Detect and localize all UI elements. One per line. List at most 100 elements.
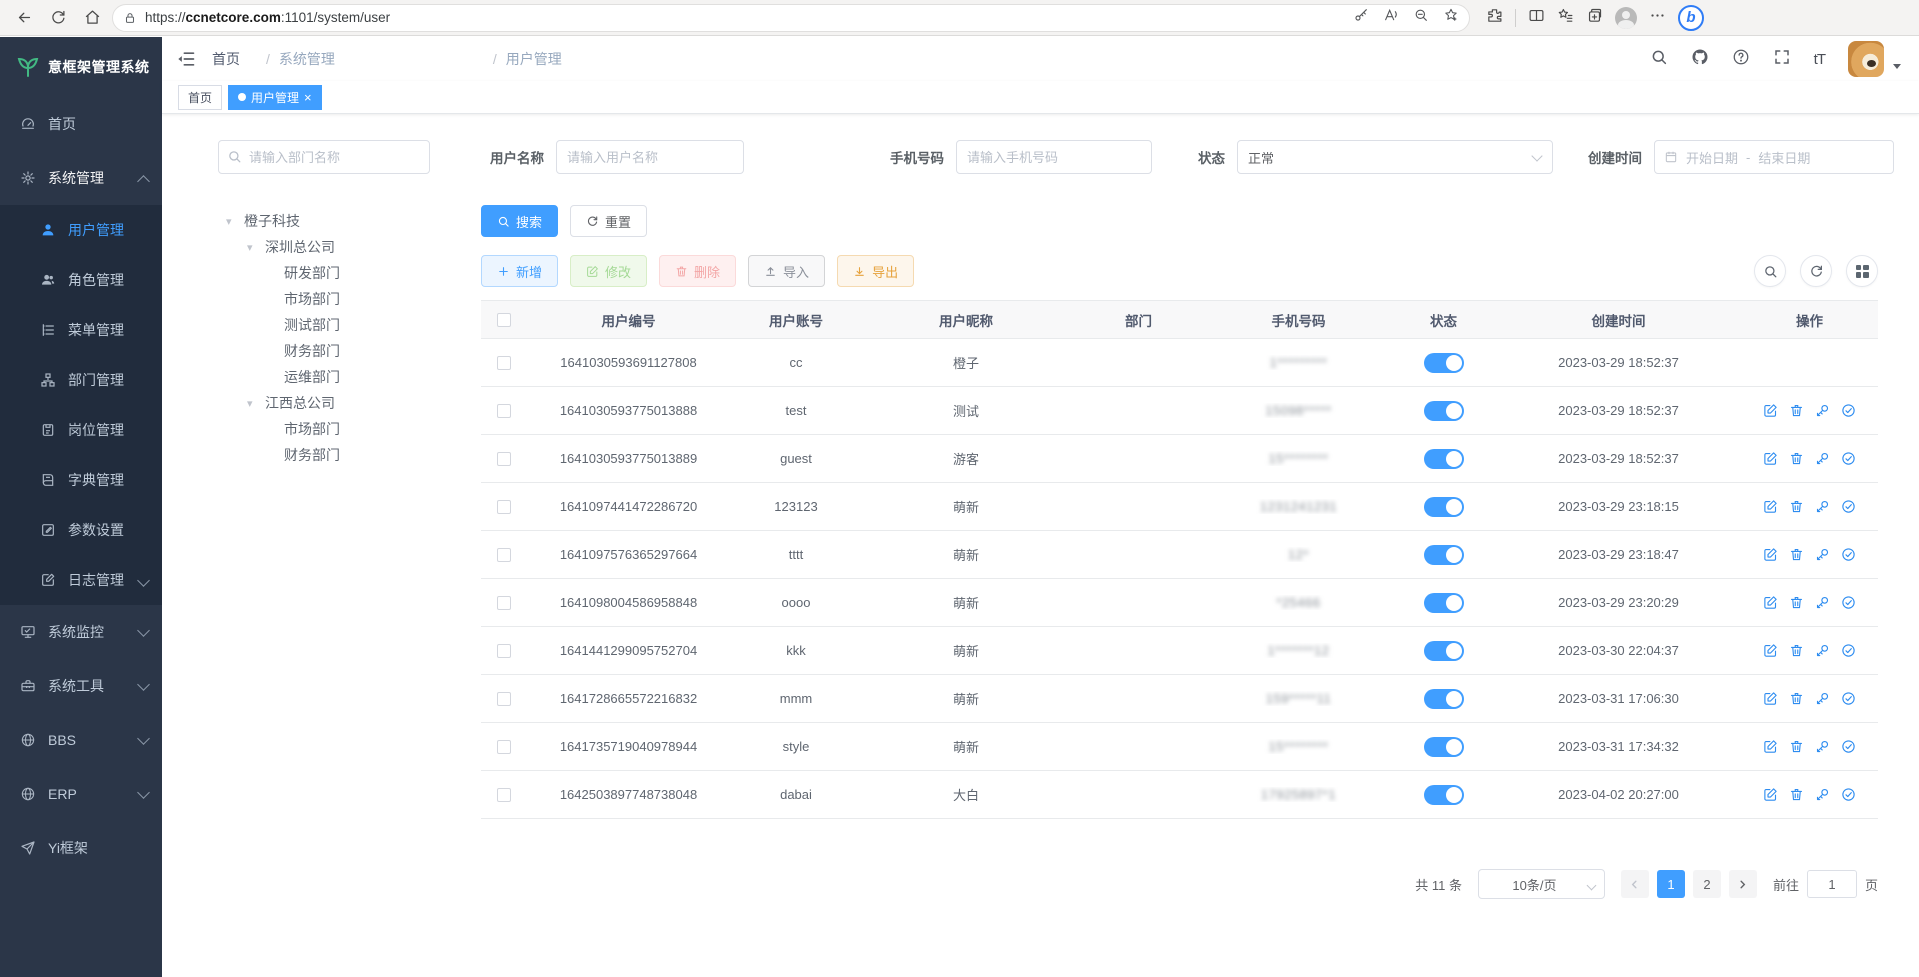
tree-node-leaf[interactable]: 市场部门 [284, 421, 340, 437]
delete-row-icon[interactable] [1789, 403, 1804, 418]
row-checkbox[interactable] [496, 451, 511, 466]
tree-node-leaf[interactable]: 财务部门 [284, 447, 340, 463]
extensions-icon[interactable] [1486, 7, 1503, 29]
row-checkbox[interactable] [496, 499, 511, 514]
delete-row-icon[interactable] [1789, 787, 1804, 802]
row-checkbox[interactable] [496, 403, 511, 418]
search-button[interactable]: 搜索 [481, 205, 559, 237]
sidebar-item-roles[interactable]: 角色管理 [0, 255, 162, 305]
breadcrumb-system[interactable]: 系统管理 [278, 51, 335, 67]
delete-row-icon[interactable] [1789, 595, 1804, 610]
tree-caret-icon[interactable]: ▾ [247, 241, 253, 254]
password-key-icon[interactable] [1353, 7, 1369, 28]
status-toggle[interactable] [1423, 544, 1464, 565]
tree-node-leaf[interactable]: 研发部门 [284, 265, 340, 281]
row-checkbox[interactable] [496, 691, 511, 706]
browser-profile-avatar[interactable] [1615, 6, 1637, 29]
page-2-button[interactable]: 2 [1692, 870, 1721, 898]
delete-row-icon[interactable] [1789, 547, 1804, 562]
row-checkbox[interactable] [496, 643, 511, 658]
header-search-icon[interactable] [1650, 48, 1668, 71]
sidebar-item-menus[interactable]: 菜单管理 [0, 305, 162, 355]
refresh-table-button[interactable] [1800, 255, 1832, 287]
assign-role-icon[interactable] [1841, 739, 1856, 754]
page-size-select[interactable]: 10条/页 [1477, 869, 1605, 899]
sidebar-item-parameters[interactable]: 参数设置 [0, 505, 162, 555]
edit-row-icon[interactable] [1763, 643, 1778, 658]
sidebar-item-monitor[interactable]: 系统监控 [0, 605, 162, 659]
edit-row-icon[interactable] [1763, 691, 1778, 706]
github-icon[interactable] [1691, 48, 1709, 71]
row-checkbox[interactable] [496, 595, 511, 610]
split-screen-icon[interactable] [1528, 7, 1545, 29]
edit-row-icon[interactable] [1763, 547, 1778, 562]
reset-password-icon[interactable] [1815, 499, 1830, 514]
assign-role-icon[interactable] [1841, 451, 1856, 466]
page-1-button[interactable]: 1 [1656, 870, 1685, 898]
tree-node-branch[interactable]: ▾ 深圳总公司 [247, 239, 335, 255]
edit-row-icon[interactable] [1763, 403, 1778, 418]
sidebar-item-yi-framework[interactable]: Yi框架 [0, 821, 162, 875]
browser-refresh-button[interactable] [44, 4, 72, 32]
sidebar-item-users[interactable]: 用户管理 [0, 205, 162, 255]
sidebar-item-bbs[interactable]: BBS [0, 713, 162, 767]
tree-caret-icon[interactable]: ▾ [226, 215, 232, 228]
status-toggle[interactable] [1423, 448, 1464, 469]
assign-role-icon[interactable] [1841, 691, 1856, 706]
status-toggle[interactable] [1423, 592, 1464, 613]
sidebar-item-home[interactable]: 首页 [0, 97, 162, 151]
row-checkbox[interactable] [496, 739, 511, 754]
edit-row-icon[interactable] [1763, 787, 1778, 802]
assign-role-icon[interactable] [1841, 547, 1856, 562]
assign-role-icon[interactable] [1841, 403, 1856, 418]
reset-password-icon[interactable] [1815, 595, 1830, 610]
tree-node-leaf[interactable]: 测试部门 [284, 317, 340, 333]
reset-password-icon[interactable] [1815, 739, 1830, 754]
reset-button[interactable]: 重置 [570, 205, 648, 237]
sidebar-item-logs[interactable]: 日志管理 [0, 555, 162, 605]
edit-row-icon[interactable] [1763, 451, 1778, 466]
tree-node-leaf[interactable]: 市场部门 [284, 291, 340, 307]
delete-row-icon[interactable] [1789, 691, 1804, 706]
tab-home[interactable]: 首页 [178, 84, 223, 110]
goto-page-input[interactable] [1806, 870, 1857, 898]
toggle-search-button[interactable] [1754, 255, 1786, 287]
reset-password-icon[interactable] [1815, 643, 1830, 658]
assign-role-icon[interactable] [1841, 499, 1856, 514]
tree-node-branch[interactable]: ▾ 江西总公司 [247, 395, 335, 411]
font-size-icon[interactable]: tT [1813, 50, 1826, 68]
date-range-picker[interactable]: 开始日期 - 结束日期 [1654, 140, 1894, 174]
breadcrumb-home[interactable]: 首页 [212, 51, 240, 67]
status-toggle[interactable] [1423, 736, 1464, 757]
assign-role-icon[interactable] [1841, 787, 1856, 802]
sidebar-item-posts[interactable]: 岗位管理 [0, 405, 162, 455]
sidebar-item-erp[interactable]: ERP [0, 767, 162, 821]
help-icon[interactable] [1732, 48, 1750, 71]
read-aloud-icon[interactable] [1383, 7, 1399, 28]
more-menu-icon[interactable] [1649, 7, 1666, 29]
status-toggle[interactable] [1423, 640, 1464, 661]
reset-password-icon[interactable] [1815, 787, 1830, 802]
department-search-input[interactable] [218, 140, 430, 174]
next-page-button[interactable] [1728, 870, 1757, 898]
column-settings-button[interactable] [1846, 255, 1878, 287]
status-toggle[interactable] [1423, 688, 1464, 709]
collapse-sidebar-icon[interactable] [176, 49, 196, 69]
close-tab-icon[interactable]: × [304, 89, 312, 105]
prev-page-button[interactable] [1620, 870, 1649, 898]
status-toggle[interactable] [1423, 400, 1464, 421]
delete-row-icon[interactable] [1789, 499, 1804, 514]
reset-password-icon[interactable] [1815, 451, 1830, 466]
delete-row-icon[interactable] [1789, 451, 1804, 466]
copilot-bing-icon[interactable]: b [1678, 4, 1704, 31]
status-toggle[interactable] [1423, 352, 1464, 373]
collections-icon[interactable] [1586, 7, 1603, 29]
edit-row-icon[interactable] [1763, 595, 1778, 610]
import-button[interactable]: 导入 [748, 255, 826, 287]
tree-node-root[interactable]: ▾ 橙子科技 [226, 213, 300, 229]
sidebar-item-dictionary[interactable]: 字典管理 [0, 455, 162, 505]
select-all-checkbox[interactable] [496, 312, 511, 327]
address-bar[interactable]: https://ccnetcore.com:1101/system/user [112, 3, 1470, 32]
row-checkbox[interactable] [496, 787, 511, 802]
tree-node-leaf[interactable]: 运维部门 [284, 369, 340, 385]
